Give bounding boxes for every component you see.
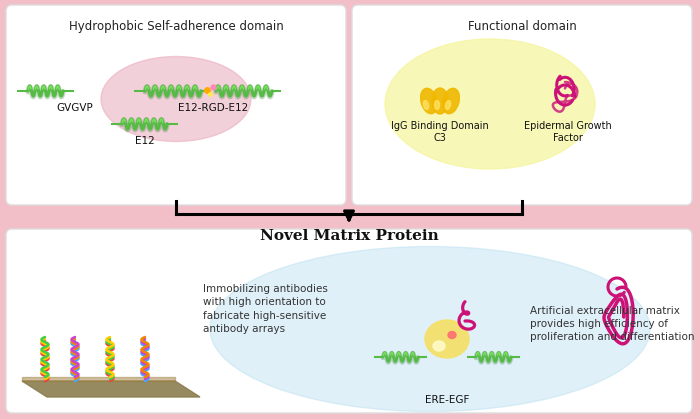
Text: IgG Binding Domain
C3: IgG Binding Domain C3 <box>391 121 489 143</box>
FancyBboxPatch shape <box>6 5 346 205</box>
FancyBboxPatch shape <box>352 5 692 205</box>
Text: Novel Matrix Protein: Novel Matrix Protein <box>260 229 438 243</box>
Text: E12: E12 <box>134 136 155 146</box>
Ellipse shape <box>421 88 438 114</box>
Text: Epidermal Growth
Factor: Epidermal Growth Factor <box>524 121 612 143</box>
Text: ERE-EGF: ERE-EGF <box>425 395 469 405</box>
Text: GVGVP: GVGVP <box>57 103 93 113</box>
Text: E12-RGD-E12: E12-RGD-E12 <box>178 103 248 113</box>
Ellipse shape <box>385 39 595 169</box>
Ellipse shape <box>424 101 428 109</box>
Ellipse shape <box>442 88 459 114</box>
Ellipse shape <box>425 320 469 358</box>
Ellipse shape <box>445 101 451 109</box>
Text: Hydrophobic Self-adherence domain: Hydrophobic Self-adherence domain <box>69 20 284 33</box>
Text: Functional domain: Functional domain <box>468 20 576 33</box>
Polygon shape <box>22 381 200 397</box>
Ellipse shape <box>432 88 448 114</box>
FancyBboxPatch shape <box>6 229 692 413</box>
Ellipse shape <box>101 57 251 142</box>
Text: Artificial extracellular matrix
provides high efficiency of
proliferation and di: Artificial extracellular matrix provides… <box>530 306 694 342</box>
Ellipse shape <box>433 341 445 351</box>
Ellipse shape <box>210 246 650 411</box>
Text: Immobilizing antibodies
with high orientation to
fabricate high-sensitive
antibo: Immobilizing antibodies with high orient… <box>203 284 328 334</box>
Ellipse shape <box>435 101 440 109</box>
Ellipse shape <box>448 331 456 339</box>
